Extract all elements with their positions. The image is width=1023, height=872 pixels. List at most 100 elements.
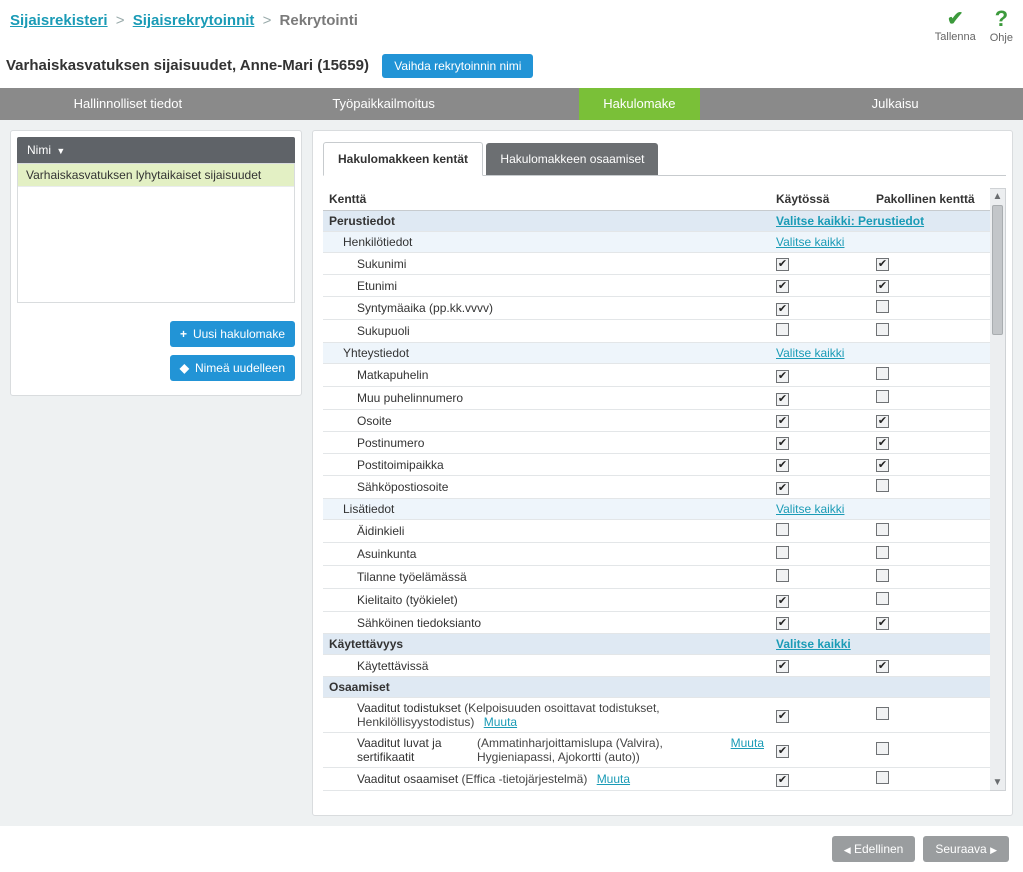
chk-req-vaaditut-luvat[interactable]: [876, 742, 889, 755]
chk-req-syntymaaika[interactable]: [876, 300, 889, 313]
chk-req-vaaditut-tod[interactable]: [876, 707, 889, 720]
subgroup-lisatiedot: Lisätiedot: [323, 499, 770, 520]
chk-use-muupuh[interactable]: ✔: [776, 393, 789, 406]
chk-req-kaytettavissa[interactable]: ✔: [876, 660, 889, 673]
chk-req-sukunimi[interactable]: ✔: [876, 258, 889, 271]
col-field: Kenttä: [323, 188, 770, 211]
sidebar-header[interactable]: Nimi ▼: [17, 137, 295, 163]
chk-use-osoite[interactable]: ✔: [776, 415, 789, 428]
chk-use-tilanne[interactable]: [776, 569, 789, 582]
edit-vaaditut-osaamiset[interactable]: Muuta: [597, 772, 630, 786]
chk-req-postitoimipaikka[interactable]: ✔: [876, 459, 889, 472]
chk-req-matkapuhelin[interactable]: [876, 367, 889, 380]
chk-use-postinumero[interactable]: ✔: [776, 437, 789, 450]
chk-use-sukupuoli[interactable]: [776, 323, 789, 336]
chk-use-vaaditut-luvat[interactable]: ✔: [776, 745, 789, 758]
next-button[interactable]: Seuraava ▶: [923, 836, 1009, 862]
save-button[interactable]: ✔ Tallenna: [935, 6, 976, 44]
fields-table: Kenttä Käytössä Pakollinen kenttä Perust…: [323, 188, 990, 791]
select-all-kaytettavyys[interactable]: Valitse kaikki: [776, 637, 851, 651]
form-list: Varhaiskasvatuksen lyhytaikaiset sijaisu…: [17, 163, 295, 303]
field-matkapuhelin: Matkapuhelin: [323, 364, 770, 387]
field-kaytettavissa: Käytettävissä: [323, 655, 770, 677]
field-vaaditut-osaamiset: Vaaditut osaamiset (Effica -tietojärjest…: [323, 768, 770, 791]
page-title: Varhaiskasvatuksen sijaisuudet, Anne-Mar…: [6, 57, 369, 74]
field-kielitaito: Kielitaito (työkielet): [323, 589, 770, 612]
group-kaytettavyys: Käytettävyys: [323, 634, 770, 655]
tab-fields[interactable]: Hakulomakkeen kentät: [323, 142, 483, 176]
field-etunimi: Etunimi: [323, 275, 770, 297]
new-form-button[interactable]: +Uusi hakulomake: [170, 321, 295, 347]
scroll-thumb[interactable]: [992, 205, 1003, 335]
field-tilanne: Tilanne työelämässä: [323, 566, 770, 589]
form-list-item[interactable]: Varhaiskasvatuksen lyhytaikaiset sijaisu…: [18, 164, 294, 187]
chk-use-matkapuhelin[interactable]: ✔: [776, 370, 789, 383]
main-panel: Hakulomakkeen kentät Hakulomakkeen osaam…: [312, 130, 1013, 816]
field-sukunimi: Sukunimi: [323, 253, 770, 275]
field-sukupuoli: Sukupuoli: [323, 320, 770, 343]
help-button[interactable]: ? Ohje: [990, 6, 1013, 44]
chk-use-vaaditut-tod[interactable]: ✔: [776, 710, 789, 723]
breadcrumb-link-1[interactable]: Sijaisrekisteri: [10, 12, 108, 29]
field-sahkoposti: Sähköpostiosoite: [323, 476, 770, 499]
prev-button[interactable]: ◀ Edellinen: [832, 836, 916, 862]
chevron-left-icon: ◀: [844, 845, 851, 855]
select-all-henkilotiedot[interactable]: Valitse kaikki: [776, 235, 844, 249]
table-scrollbar[interactable]: ▲ ▼: [990, 188, 1006, 791]
chk-use-etunimi[interactable]: ✔: [776, 280, 789, 293]
nav-hakulomake[interactable]: Hakulomake: [579, 88, 699, 120]
chk-use-sahkoposti[interactable]: ✔: [776, 482, 789, 495]
field-postitoimipaikka: Postitoimipaikka: [323, 454, 770, 476]
chk-use-postitoimipaikka[interactable]: ✔: [776, 459, 789, 472]
rename-form-button[interactable]: ◆Nimeä uudelleen: [170, 355, 295, 381]
col-use: Käytössä: [770, 188, 870, 211]
edit-vaaditut-todistukset[interactable]: Muuta: [484, 715, 517, 729]
select-all-perustiedot[interactable]: Valitse kaikki: Perustiedot: [776, 214, 924, 228]
group-osaamiset: Osaamiset: [323, 677, 990, 698]
col-req: Pakollinen kenttä: [870, 188, 990, 211]
chk-use-sahkoinen[interactable]: ✔: [776, 617, 789, 630]
breadcrumb-link-2[interactable]: Sijaisrekrytoinnit: [133, 12, 255, 29]
scroll-down-icon[interactable]: ▼: [990, 777, 1005, 788]
subgroup-yhteystiedot: Yhteystiedot: [323, 343, 770, 364]
chk-req-muupuh[interactable]: [876, 390, 889, 403]
chk-use-kielitaito[interactable]: ✔: [776, 595, 789, 608]
chk-req-sukupuoli[interactable]: [876, 323, 889, 336]
sidebar-panel: Nimi ▼ Varhaiskasvatuksen lyhytaikaiset …: [10, 130, 302, 396]
sort-icon: ▼: [56, 146, 65, 156]
chk-use-kaytettavissa[interactable]: ✔: [776, 660, 789, 673]
select-all-lisatiedot[interactable]: Valitse kaikki: [776, 502, 844, 516]
chk-req-aidinkieli[interactable]: [876, 523, 889, 536]
chk-use-sukunimi[interactable]: ✔: [776, 258, 789, 271]
chk-req-asuinkunta[interactable]: [876, 546, 889, 559]
checkmark-icon: ✔: [935, 6, 976, 31]
chk-use-asuinkunta[interactable]: [776, 546, 789, 559]
nav-julkaisu[interactable]: Julkaisu: [767, 88, 1023, 120]
field-osoite: Osoite: [323, 410, 770, 432]
scroll-up-icon[interactable]: ▲: [990, 191, 1005, 202]
field-syntymaaika: Syntymäaika (pp.kk.vvvv): [323, 297, 770, 320]
chk-req-tilanne[interactable]: [876, 569, 889, 582]
chk-req-sahkoposti[interactable]: [876, 479, 889, 492]
chk-use-aidinkieli[interactable]: [776, 523, 789, 536]
chk-req-postinumero[interactable]: ✔: [876, 437, 889, 450]
chk-req-kielitaito[interactable]: [876, 592, 889, 605]
field-vaaditut-todistukset: Vaaditut todistukset (Kelpoisuuden osoit…: [323, 698, 770, 733]
chk-req-etunimi[interactable]: ✔: [876, 280, 889, 293]
nav-hallinnolliset[interactable]: Hallinnolliset tiedot: [0, 88, 256, 120]
field-vaaditut-luvat: Vaaditut luvat ja sertifikaatit (Ammatin…: [323, 733, 770, 768]
field-asuinkunta: Asuinkunta: [323, 543, 770, 566]
help-icon: ?: [990, 6, 1013, 32]
tab-skills[interactable]: Hakulomakkeen osaamiset: [486, 143, 658, 175]
edit-vaaditut-luvat[interactable]: Muuta: [731, 736, 764, 764]
field-postinumero: Postinumero: [323, 432, 770, 454]
nav-tyopaikkailmoitus[interactable]: Työpaikkailmoitus: [256, 88, 512, 120]
group-perustiedot: Perustiedot: [323, 211, 770, 232]
select-all-yhteystiedot[interactable]: Valitse kaikki: [776, 346, 844, 360]
chk-use-syntymaaika[interactable]: ✔: [776, 303, 789, 316]
chk-req-osoite[interactable]: ✔: [876, 415, 889, 428]
chk-use-vaaditut-osa[interactable]: ✔: [776, 774, 789, 787]
rename-recruitment-button[interactable]: Vaihda rekrytoinnin nimi: [382, 54, 533, 78]
chk-req-sahkoinen[interactable]: ✔: [876, 617, 889, 630]
chk-req-vaaditut-osa[interactable]: [876, 771, 889, 784]
